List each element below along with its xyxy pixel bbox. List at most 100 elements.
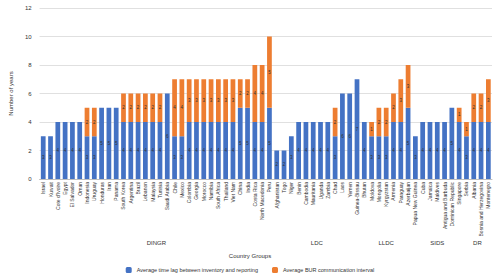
svg-text:Cote d'Ivoire: Cote d'Ivoire bbox=[55, 182, 61, 210]
svg-text:DINGR: DINGR bbox=[147, 240, 167, 246]
svg-text:Jamaica: Jamaica bbox=[427, 182, 433, 201]
svg-text:Yemen: Yemen bbox=[347, 182, 353, 198]
svg-text:4: 4 bbox=[261, 91, 264, 96]
svg-text:2: 2 bbox=[385, 120, 388, 125]
svg-text:El Salvador: El Salvador bbox=[69, 182, 75, 208]
svg-text:6: 6 bbox=[28, 91, 32, 97]
svg-text:Paraguay: Paraguay bbox=[398, 182, 404, 204]
svg-text:4: 4 bbox=[400, 148, 403, 153]
svg-text:4: 4 bbox=[254, 148, 257, 153]
svg-text:3: 3 bbox=[217, 98, 220, 103]
svg-text:Panama: Panama bbox=[113, 182, 119, 201]
svg-text:7: 7 bbox=[356, 127, 359, 132]
svg-text:Azerbaijan: Azerbaijan bbox=[405, 182, 411, 206]
svg-text:4: 4 bbox=[122, 148, 125, 153]
svg-text:LDC: LDC bbox=[311, 240, 324, 246]
svg-text:Maldives: Maldives bbox=[434, 182, 440, 202]
svg-text:4: 4 bbox=[71, 148, 74, 153]
svg-text:4: 4 bbox=[64, 148, 67, 153]
svg-text:4: 4 bbox=[363, 148, 366, 153]
svg-text:Malaysia: Malaysia bbox=[150, 182, 156, 202]
svg-text:Moldova: Moldova bbox=[369, 182, 375, 201]
svg-text:Zambia: Zambia bbox=[325, 182, 331, 199]
svg-text:Uruguay: Uruguay bbox=[91, 182, 97, 201]
svg-text:1: 1 bbox=[465, 127, 468, 132]
svg-text:4: 4 bbox=[144, 148, 147, 153]
svg-text:4: 4 bbox=[443, 148, 446, 153]
svg-text:Average BUR communication inte: Average BUR communication interval bbox=[283, 267, 374, 273]
svg-text:Chile: Chile bbox=[172, 182, 178, 194]
svg-text:2: 2 bbox=[28, 148, 32, 154]
svg-text:3: 3 bbox=[173, 155, 176, 160]
svg-text:5: 5 bbox=[100, 141, 103, 146]
svg-text:Iran: Iran bbox=[106, 182, 112, 191]
svg-text:4: 4 bbox=[254, 91, 257, 96]
svg-text:5: 5 bbox=[268, 70, 271, 75]
svg-text:2: 2 bbox=[275, 162, 278, 167]
svg-text:4: 4 bbox=[203, 148, 206, 153]
svg-text:Egypt: Egypt bbox=[62, 181, 68, 194]
svg-text:Mexico: Mexico bbox=[179, 182, 185, 198]
svg-text:4: 4 bbox=[28, 119, 32, 125]
svg-text:Dominican Republic: Dominican Republic bbox=[449, 182, 455, 227]
svg-text:3: 3 bbox=[334, 155, 337, 160]
svg-text:South Africa: South Africa bbox=[215, 182, 221, 209]
svg-text:DR: DR bbox=[473, 240, 482, 246]
svg-text:4: 4 bbox=[195, 148, 198, 153]
svg-text:2: 2 bbox=[392, 105, 395, 110]
svg-text:4: 4 bbox=[312, 148, 315, 153]
svg-text:2: 2 bbox=[472, 105, 475, 110]
svg-text:0: 0 bbox=[28, 176, 32, 182]
svg-text:Number of years: Number of years bbox=[8, 71, 14, 115]
svg-text:2: 2 bbox=[334, 120, 337, 125]
svg-text:Tunisia: Tunisia bbox=[157, 182, 163, 198]
svg-text:5: 5 bbox=[407, 141, 410, 146]
svg-text:5: 5 bbox=[451, 141, 454, 146]
svg-text:4: 4 bbox=[487, 148, 490, 153]
svg-text:Colombia: Colombia bbox=[186, 182, 192, 203]
svg-text:5: 5 bbox=[108, 141, 111, 146]
svg-text:3: 3 bbox=[224, 98, 227, 103]
svg-text:4: 4 bbox=[181, 105, 184, 110]
svg-text:Indonesia: Indonesia bbox=[84, 182, 90, 204]
svg-text:4: 4 bbox=[188, 148, 191, 153]
svg-text:Mongolia: Mongolia bbox=[376, 182, 382, 203]
svg-text:SIDS: SIDS bbox=[430, 240, 444, 246]
svg-text:4: 4 bbox=[480, 148, 483, 153]
svg-text:3: 3 bbox=[86, 155, 89, 160]
svg-text:4: 4 bbox=[159, 148, 162, 153]
svg-text:Albania: Albania bbox=[471, 182, 477, 199]
svg-text:4: 4 bbox=[319, 148, 322, 153]
svg-text:3: 3 bbox=[210, 98, 213, 103]
svg-text:Thailand: Thailand bbox=[223, 182, 229, 201]
svg-text:3: 3 bbox=[93, 155, 96, 160]
svg-text:10: 10 bbox=[25, 34, 32, 40]
svg-text:3: 3 bbox=[487, 98, 490, 103]
svg-text:Montenegro: Montenegro bbox=[485, 182, 491, 209]
svg-text:4: 4 bbox=[217, 148, 220, 153]
svg-text:2: 2 bbox=[239, 91, 242, 96]
svg-text:Niger: Niger bbox=[288, 182, 294, 194]
svg-text:3: 3 bbox=[181, 155, 184, 160]
svg-text:3: 3 bbox=[232, 98, 235, 103]
svg-text:4: 4 bbox=[137, 148, 140, 153]
svg-text:3: 3 bbox=[370, 155, 373, 160]
svg-text:4: 4 bbox=[151, 148, 154, 153]
svg-text:2: 2 bbox=[130, 105, 133, 110]
svg-text:3: 3 bbox=[465, 155, 468, 160]
svg-text:2: 2 bbox=[86, 120, 89, 125]
svg-text:3: 3 bbox=[42, 155, 45, 160]
svg-text:4: 4 bbox=[429, 148, 432, 153]
svg-text:4: 4 bbox=[57, 148, 60, 153]
svg-text:Honduras: Honduras bbox=[99, 182, 105, 204]
svg-text:3: 3 bbox=[400, 98, 403, 103]
svg-text:India: India bbox=[245, 182, 251, 193]
svg-text:5: 5 bbox=[239, 141, 242, 146]
svg-text:Afghanistan: Afghanistan bbox=[274, 182, 280, 209]
svg-text:3: 3 bbox=[414, 155, 417, 160]
svg-text:Costa Rica: Costa Rica bbox=[252, 182, 258, 207]
svg-text:2: 2 bbox=[159, 105, 162, 110]
svg-text:Saudi Arabia: Saudi Arabia bbox=[164, 182, 170, 211]
svg-text:Serbia: Serbia bbox=[463, 182, 469, 197]
svg-text:Lebanon: Lebanon bbox=[142, 182, 148, 202]
